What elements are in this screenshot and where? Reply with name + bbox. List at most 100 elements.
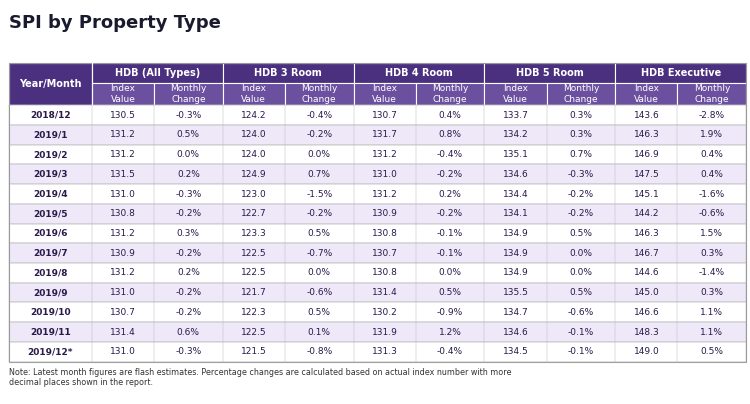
Text: Monthly
Change: Monthly Change [694,84,730,104]
Text: 131.2: 131.2 [110,268,136,278]
Text: 0.5%: 0.5% [569,229,592,238]
Text: 0.2%: 0.2% [177,170,200,179]
Text: 130.8: 130.8 [372,229,398,238]
Text: 0.5%: 0.5% [569,288,592,297]
Text: 131.0: 131.0 [372,170,398,179]
Text: 130.8: 130.8 [372,268,398,278]
Text: 2019/1: 2019/1 [33,130,68,139]
Text: 0.3%: 0.3% [700,288,723,297]
Text: 134.6: 134.6 [503,328,529,337]
Text: 144.2: 144.2 [634,209,659,218]
Text: 2019/6: 2019/6 [33,229,68,238]
Text: 135.1: 135.1 [503,150,529,159]
Text: 0.0%: 0.0% [308,268,331,278]
Text: 124.9: 124.9 [241,170,266,179]
Text: -0.1%: -0.1% [568,328,594,337]
Bar [9,184,746,204]
Text: 0.7%: 0.7% [308,170,331,179]
Text: Monthly
Change: Monthly Change [432,84,468,104]
Text: 124.2: 124.2 [241,111,266,120]
Bar [92,83,154,105]
Bar [9,63,92,105]
Bar [9,263,746,283]
Text: Index
Value: Index Value [110,84,136,104]
Text: 0.1%: 0.1% [308,328,331,337]
Text: 124.0: 124.0 [241,150,266,159]
Text: 121.7: 121.7 [241,288,267,297]
Text: 2019/9: 2019/9 [33,288,68,297]
Text: 122.7: 122.7 [241,209,266,218]
Bar [9,105,746,125]
Text: 134.2: 134.2 [503,130,528,139]
Text: Index
Value: Index Value [503,84,528,104]
Text: 146.3: 146.3 [634,229,659,238]
Text: 131.0: 131.0 [110,288,136,297]
Bar [353,83,416,105]
Text: HDB 5 Room: HDB 5 Room [516,68,584,78]
Bar [9,224,746,243]
Bar [416,83,484,105]
Text: 131.4: 131.4 [110,328,136,337]
Text: -1.4%: -1.4% [699,268,725,278]
Text: 131.0: 131.0 [110,347,136,356]
Text: 0.3%: 0.3% [569,111,592,120]
Text: 122.5: 122.5 [241,328,266,337]
Text: 134.6: 134.6 [503,170,529,179]
Text: 0.5%: 0.5% [177,130,200,139]
Text: 0.2%: 0.2% [177,268,200,278]
Text: -2.8%: -2.8% [699,111,725,120]
Text: 146.6: 146.6 [634,308,659,317]
Text: -0.3%: -0.3% [176,189,202,198]
Bar [615,63,746,83]
Bar [547,83,615,105]
Text: 131.2: 131.2 [110,229,136,238]
Text: -0.6%: -0.6% [699,209,725,218]
Text: -0.3%: -0.3% [176,111,202,120]
Text: 131.2: 131.2 [372,189,398,198]
Text: 145.1: 145.1 [634,189,659,198]
Text: 2019/4: 2019/4 [33,189,68,198]
Text: -0.7%: -0.7% [306,249,332,258]
Text: 134.1: 134.1 [503,209,529,218]
Text: 147.5: 147.5 [634,170,659,179]
Text: 122.3: 122.3 [241,308,266,317]
Text: 0.7%: 0.7% [569,150,592,159]
Text: 2019/7: 2019/7 [33,249,68,258]
Bar [9,164,746,184]
Text: HDB 3 Room: HDB 3 Room [254,68,322,78]
Text: -0.2%: -0.2% [437,170,464,179]
Text: -0.6%: -0.6% [306,288,332,297]
Text: 0.5%: 0.5% [308,308,331,317]
Text: -0.4%: -0.4% [306,111,332,120]
Bar [484,83,547,105]
Text: -0.4%: -0.4% [437,150,464,159]
Text: 131.2: 131.2 [372,150,398,159]
Text: 0.4%: 0.4% [700,170,723,179]
Text: -0.9%: -0.9% [437,308,464,317]
Text: 0.5%: 0.5% [700,347,723,356]
Text: 0.4%: 0.4% [439,111,461,120]
Text: 146.3: 146.3 [634,130,659,139]
Text: -0.2%: -0.2% [176,209,202,218]
Bar [9,243,746,263]
Text: 0.0%: 0.0% [177,150,200,159]
Text: 134.9: 134.9 [503,249,529,258]
Text: -1.6%: -1.6% [699,189,725,198]
Text: 130.9: 130.9 [110,249,136,258]
Text: 131.3: 131.3 [372,347,398,356]
Text: 131.0: 131.0 [110,189,136,198]
Bar [223,83,285,105]
Text: 0.6%: 0.6% [177,328,200,337]
Text: 145.0: 145.0 [634,288,659,297]
Bar [615,83,677,105]
Bar [9,125,746,145]
Text: -0.2%: -0.2% [176,288,202,297]
Text: 0.5%: 0.5% [308,229,331,238]
Text: -0.2%: -0.2% [306,130,332,139]
Text: Index
Value: Index Value [372,84,398,104]
Text: 122.5: 122.5 [241,268,266,278]
Text: 2019/2: 2019/2 [33,150,68,159]
Bar [9,145,746,164]
Text: 122.5: 122.5 [241,249,266,258]
Text: 143.6: 143.6 [634,111,659,120]
